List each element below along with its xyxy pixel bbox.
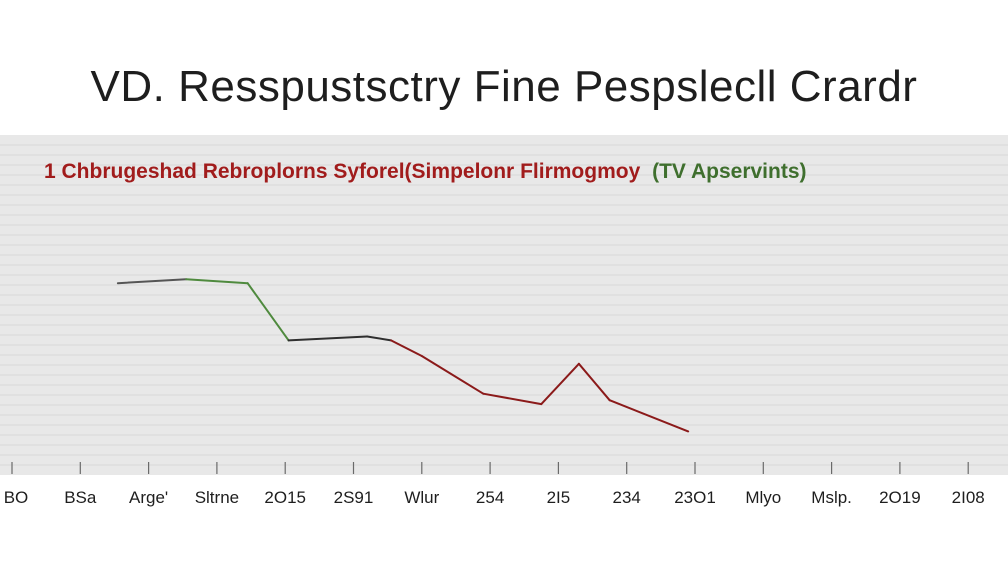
chart-title: VD. Resspustsctry Fine Pespslecll Crardr	[90, 62, 918, 111]
x-tick-label: 23O1	[674, 488, 716, 507]
line-segment	[540, 362, 580, 406]
line-segment	[366, 335, 393, 342]
line-segment	[420, 355, 485, 395]
x-tick-label: 2I5	[547, 488, 571, 507]
line-segment	[390, 339, 423, 357]
x-tick-label: Mlyo	[745, 488, 781, 507]
x-tick-label: 234	[613, 488, 641, 507]
x-axis-ticks	[11, 462, 969, 474]
x-tick-label: 2I08	[952, 488, 985, 507]
line-segment	[482, 392, 543, 406]
x-axis-tick-labels: BO BSa Arge' Sltrne 2O15 2S91 Wlur 254 2I5 234 23O…	[4, 488, 985, 507]
line-segment	[287, 335, 369, 342]
chart-subtitle-tail: (TV Apservints)	[652, 160, 806, 183]
gridlines	[0, 144, 1008, 466]
line-segment	[608, 399, 690, 433]
x-tick-label: 2O19	[879, 488, 921, 507]
line-segment	[116, 278, 188, 285]
series-line	[116, 278, 690, 433]
x-tick-label: 2O15	[264, 488, 306, 507]
x-tick-label: Wlur	[404, 488, 439, 507]
chart-subtitle-main: 1 Chbrugeshad Rebroplorns Syforel(Simpel…	[44, 160, 641, 183]
x-tick-label: 2S91	[334, 488, 374, 507]
x-tick-label: Arge'	[129, 488, 168, 507]
x-tick-label: Mslp.	[811, 488, 852, 507]
x-tick-label: 254	[476, 488, 504, 507]
x-tick-label: Sltrne	[195, 488, 239, 507]
line-segment	[185, 278, 249, 285]
line-segment	[577, 362, 611, 402]
chart-subtitle: 1 Chbrugeshad Rebroplorns Syforel(Simpel…	[44, 160, 807, 183]
x-tick-label: BSa	[64, 488, 97, 507]
line-segment	[246, 282, 290, 342]
x-tick-label: BO	[4, 488, 29, 507]
